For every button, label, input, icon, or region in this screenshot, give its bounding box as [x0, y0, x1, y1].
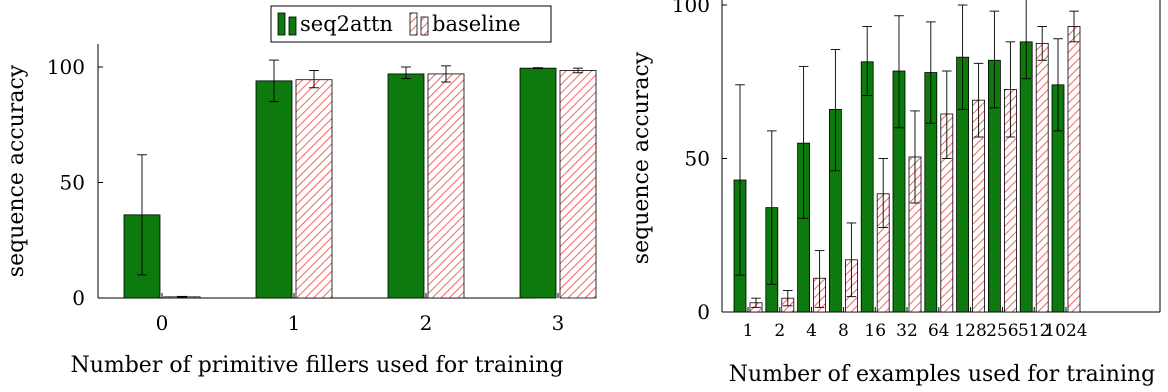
error-bar-baseline-1 — [751, 297, 761, 308]
legend-swatch-baseline-a — [409, 12, 418, 36]
error-bar-baseline-128 — [973, 62, 984, 138]
error-bar-baseline-2 — [783, 290, 793, 307]
error-bar-seq2attn-4 — [798, 65, 809, 219]
chart-primitive-fillers: 0 50 100 0 1 2 3 Number of primitive fillers … — [4, 5, 597, 378]
x-axis-label: Number of examples used for training — [729, 362, 1156, 387]
error-bar-seq2attn-8 — [830, 49, 841, 172]
y-axis-label: sequence accuracy — [4, 64, 29, 277]
x-tick-label: 2 — [774, 321, 785, 341]
bar-seq2attn-1 — [255, 80, 293, 299]
x-tick-label: 32 — [896, 321, 918, 341]
error-bar-baseline-32 — [910, 110, 920, 204]
y-tick-label: 100 — [672, 0, 710, 17]
x-tick-label: 1 — [288, 311, 301, 335]
x-tick-label: 2 — [420, 311, 433, 335]
error-bar-baseline-4 — [814, 250, 825, 308]
legend-swatch-baseline-b — [420, 16, 429, 36]
error-bar-seq2attn-1 — [269, 59, 279, 103]
error-bar-seq2attn-128 — [957, 4, 968, 110]
error-bar-seq2attn-1 — [735, 84, 745, 276]
y-tick-label: 50 — [685, 147, 710, 171]
error-bar-baseline-16 — [878, 158, 888, 229]
bar-baseline-1 — [295, 79, 333, 299]
error-bar-seq2attn-3 — [533, 67, 543, 70]
error-bar-baseline-256 — [1005, 41, 1016, 138]
x-tick-label: 1024 — [1044, 321, 1087, 341]
y-tick-label: 100 — [47, 55, 85, 79]
x-axis-label: Number of primitive fillers used for tra… — [70, 353, 563, 378]
legend-label-seq2attn: seq2attn — [300, 12, 393, 36]
x-tick-label: 8 — [838, 321, 849, 341]
error-bar-seq2attn-2 — [401, 66, 411, 80]
legend-swatch-seq2attn-a — [277, 12, 286, 36]
error-bar-seq2attn-0 — [137, 154, 147, 276]
legend-label-baseline: baseline — [432, 12, 521, 36]
error-bar-seq2attn-512 — [1021, 0, 1031, 80]
error-bar-seq2attn-64 — [926, 21, 936, 124]
x-tick-label: 256 — [986, 321, 1018, 341]
error-bar-baseline-3 — [573, 67, 583, 74]
bar-baseline-512 — [1035, 42, 1049, 313]
legend-swatch-seq2attn-b — [288, 16, 297, 36]
x-tick-label: 1 — [743, 321, 754, 341]
bar-seq2attn-2 — [387, 73, 425, 299]
error-bar-baseline-8 — [846, 222, 857, 298]
y-tick-label: 0 — [697, 300, 710, 324]
bar-baseline-1024 — [1067, 26, 1081, 313]
error-bar-seq2attn-256 — [989, 10, 1000, 109]
bar-baseline-3 — [559, 70, 597, 299]
error-bar-seq2attn-2 — [767, 130, 777, 285]
x-tick-label: 128 — [954, 321, 986, 341]
legend: seq2attn baseline — [270, 5, 552, 43]
bar-seq2attn-3 — [519, 67, 557, 299]
error-bar-baseline-1 — [309, 70, 319, 89]
error-bar-seq2attn-1024 — [1053, 38, 1063, 132]
bar-seq2attn-512 — [1019, 41, 1033, 313]
x-tick-label: 64 — [928, 321, 950, 341]
error-bar-baseline-512 — [1037, 26, 1047, 61]
bar-baseline-2 — [427, 73, 465, 299]
error-bar-seq2attn-32 — [894, 15, 904, 129]
x-tick-label: 16 — [864, 321, 886, 341]
bar-seq2attn-16 — [860, 61, 874, 313]
x-tick-label: 3 — [552, 311, 565, 335]
error-bar-seq2attn-16 — [862, 26, 872, 97]
y-tick-label: 0 — [72, 286, 85, 310]
x-tick-label: 0 — [156, 311, 169, 335]
error-bar-baseline-64 — [942, 70, 952, 159]
y-axis-label: sequence accuracy — [629, 51, 654, 264]
y-tick-label: 50 — [60, 171, 85, 195]
error-bar-baseline-0 — [177, 295, 187, 298]
error-bar-baseline-2 — [441, 65, 451, 83]
error-bar-baseline-1024 — [1069, 10, 1079, 43]
x-tick-label: 512 — [1018, 321, 1050, 341]
x-tick-label: 4 — [806, 321, 817, 341]
